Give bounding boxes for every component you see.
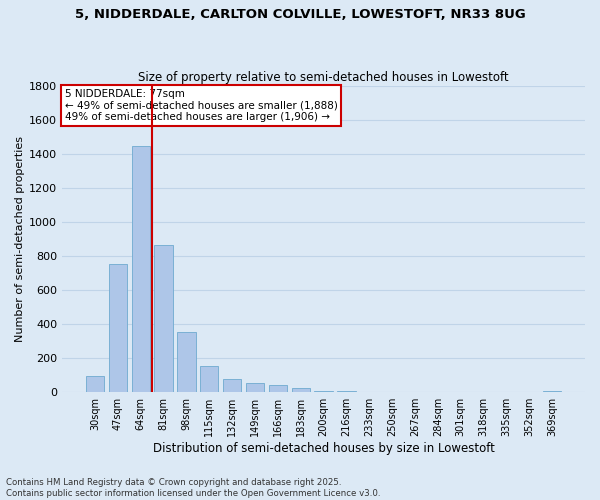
Bar xyxy=(154,245,173,392)
Text: 5 NIDDERDALE: 77sqm
← 49% of semi-detached houses are smaller (1,888)
49% of sem: 5 NIDDERDALE: 77sqm ← 49% of semi-detach… xyxy=(65,89,338,122)
Title: Size of property relative to semi-detached houses in Lowestoft: Size of property relative to semi-detach… xyxy=(138,70,509,84)
Bar xyxy=(269,386,287,392)
Text: 5, NIDDERDALE, CARLTON COLVILLE, LOWESTOFT, NR33 8UG: 5, NIDDERDALE, CARLTON COLVILLE, LOWESTO… xyxy=(74,8,526,20)
Bar xyxy=(200,366,218,392)
X-axis label: Distribution of semi-detached houses by size in Lowestoft: Distribution of semi-detached houses by … xyxy=(152,442,494,455)
Bar xyxy=(109,264,127,392)
Bar xyxy=(314,390,333,392)
Bar xyxy=(178,332,196,392)
Bar xyxy=(131,146,150,392)
Text: Contains HM Land Registry data © Crown copyright and database right 2025.
Contai: Contains HM Land Registry data © Crown c… xyxy=(6,478,380,498)
Bar xyxy=(246,383,264,392)
Y-axis label: Number of semi-detached properties: Number of semi-detached properties xyxy=(15,136,25,342)
Bar xyxy=(292,388,310,392)
Bar xyxy=(86,376,104,392)
Bar xyxy=(543,391,561,392)
Bar xyxy=(223,380,241,392)
